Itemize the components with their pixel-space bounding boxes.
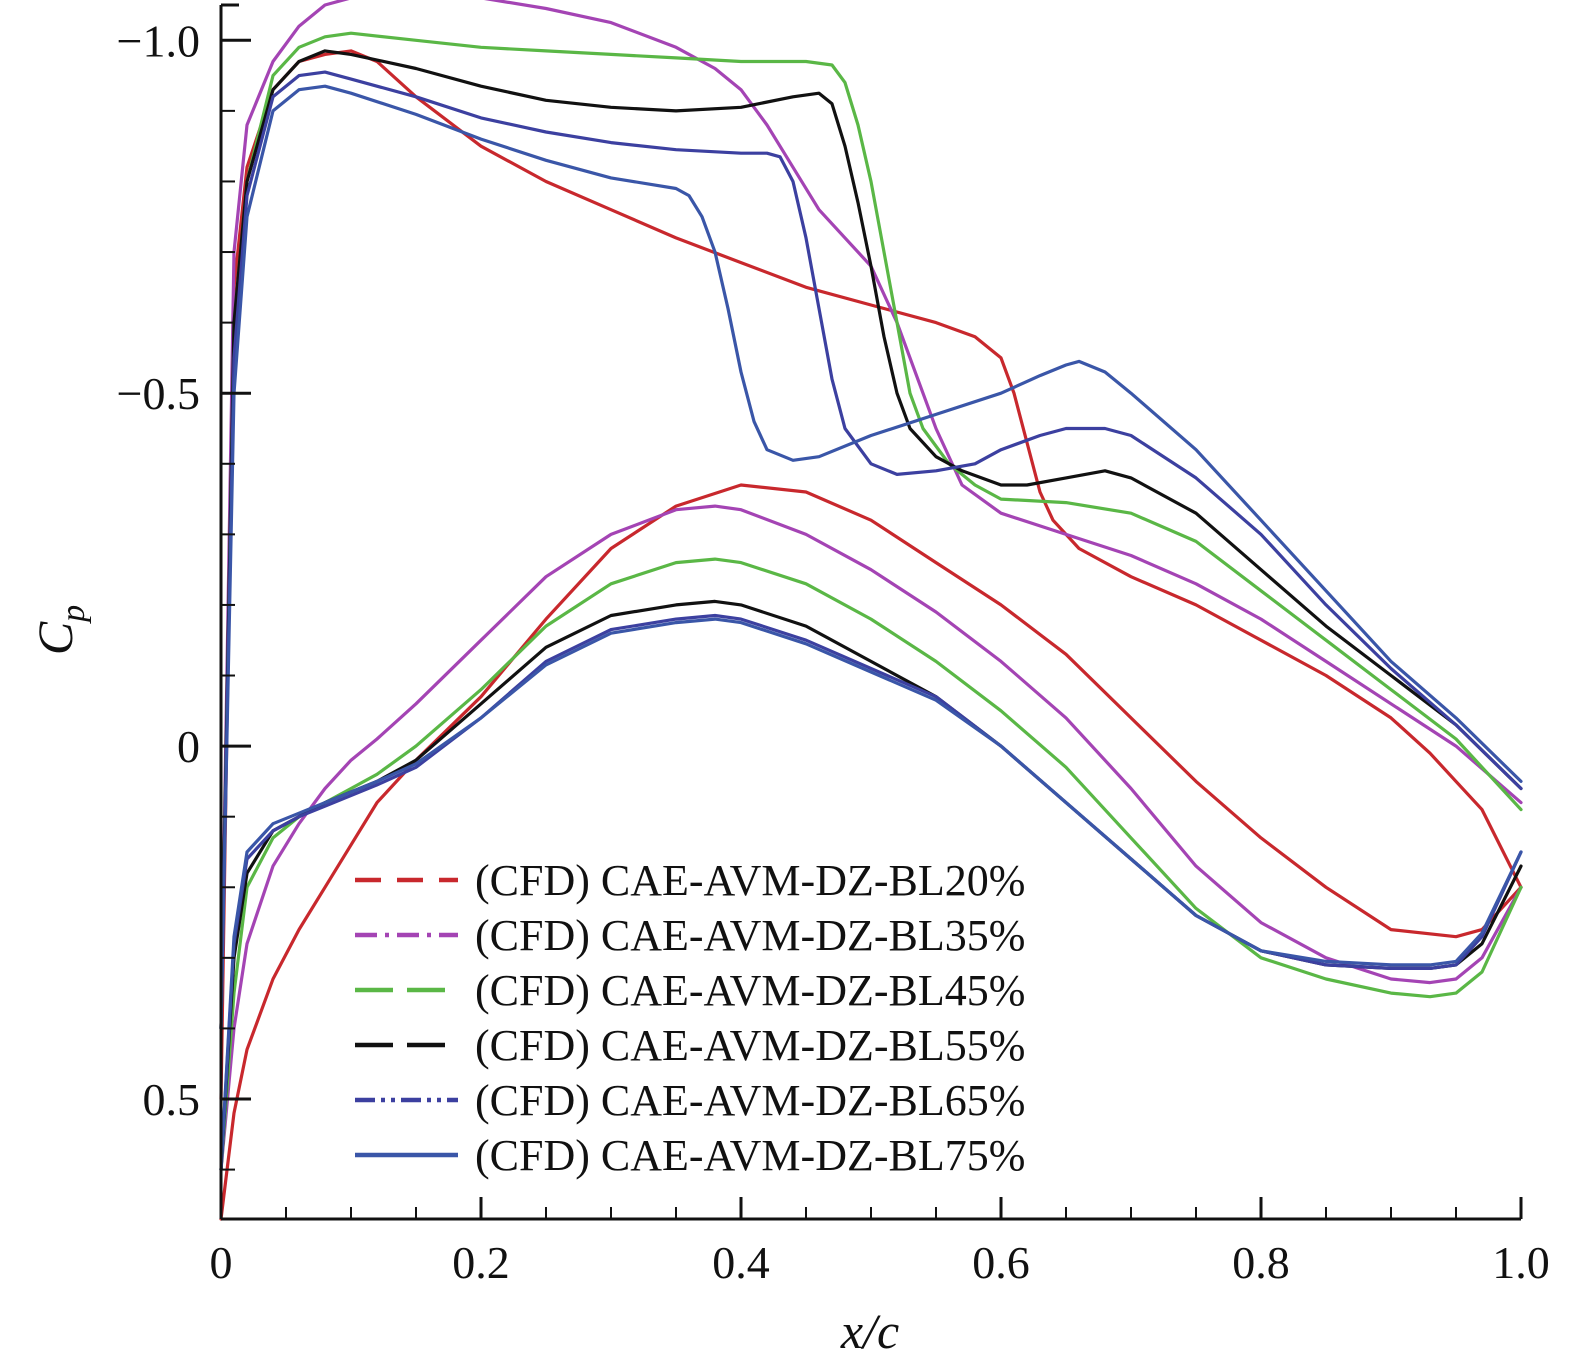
x-tick-label: 0.6: [972, 1237, 1030, 1288]
y-tick-label: −0.5: [117, 368, 200, 419]
series-1-lower-line: [219, 483, 1523, 1221]
legend-label-4: (CFD) CAE-AVM-DZ-BL55%: [475, 1021, 1025, 1070]
axes: [219, 3, 1523, 1221]
y-axis-label: Cp: [27, 605, 92, 655]
y-tick-label: −1.0: [117, 15, 200, 66]
series-5-lower-line: [219, 613, 1523, 1172]
legend-label-6: (CFD) CAE-AVM-DZ-BL75%: [475, 1131, 1025, 1180]
x-tick-label: 0: [210, 1237, 233, 1288]
plot-lines: [219, 0, 1523, 1221]
legend-label-2: (CFD) CAE-AVM-DZ-BL35%: [475, 911, 1025, 960]
x-tick-label: 0.8: [1232, 1237, 1290, 1288]
svg-text:Cp: Cp: [27, 605, 92, 655]
y-tick-label: 0: [177, 721, 200, 772]
series-5-upper-line: [219, 70, 1523, 1031]
x-tick-label: 0.2: [452, 1237, 510, 1288]
x-tick-label: 0.4: [712, 1237, 770, 1288]
series-2-upper-line: [219, 0, 1523, 1031]
series-4-upper-line: [219, 49, 1523, 1031]
y-tick-label: 0.5: [143, 1074, 201, 1125]
x-axis-label: x/c: [840, 1303, 899, 1359]
legend: (CFD) CAE-AVM-DZ-BL20% (CFD) CAE-AVM-DZ-B…: [355, 856, 1025, 1180]
legend-label-5: (CFD) CAE-AVM-DZ-BL65%: [475, 1076, 1025, 1125]
legend-label-3: (CFD) CAE-AVM-DZ-BL45%: [475, 966, 1025, 1015]
x-tick-label: 1.0: [1492, 1237, 1550, 1288]
series-3-upper-line: [219, 31, 1523, 1031]
y-axis-label-main: C: [27, 621, 83, 655]
y-axis-label-sub: p: [55, 605, 92, 624]
series-6-lower-line: [219, 617, 1523, 1172]
tick-labels: 0 0.2 0.4 0.6 0.8 1.0 −1.0 −0.5 0 0.5: [117, 15, 1550, 1288]
legend-label-1: (CFD) CAE-AVM-DZ-BL20%: [475, 856, 1025, 905]
series-6-upper-line: [219, 84, 1523, 1031]
